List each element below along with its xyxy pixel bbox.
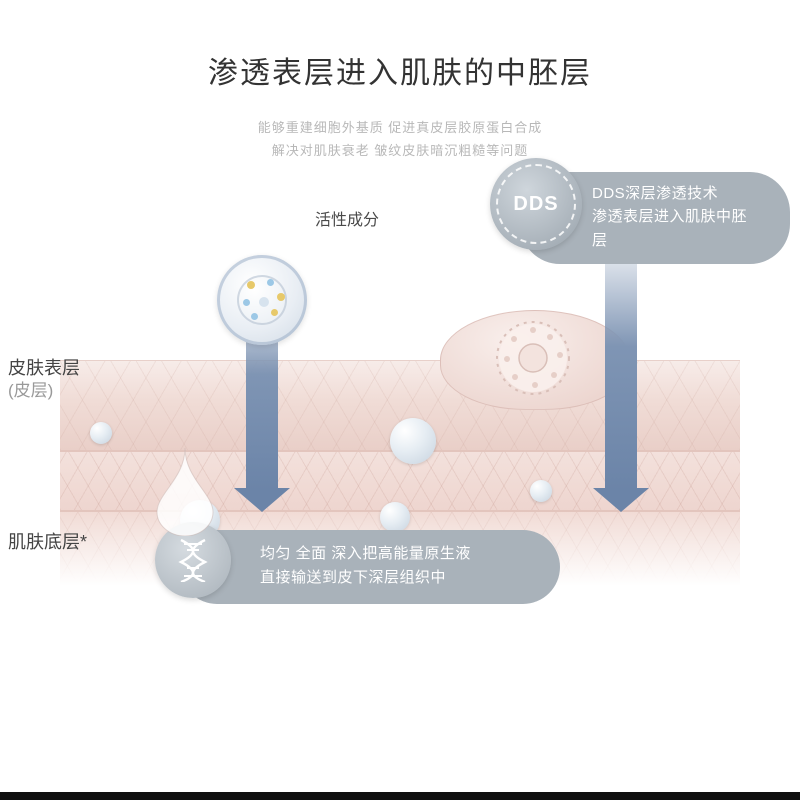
tissue-sphere xyxy=(380,502,410,532)
molecule-dot xyxy=(267,279,274,286)
tissue-sphere xyxy=(90,422,112,444)
dds-badge-icon: DDS xyxy=(490,158,582,250)
dds-line-1: DDS深层渗透技术 xyxy=(592,182,762,205)
dna-helix-icon xyxy=(173,538,213,582)
molecule-dot xyxy=(277,293,285,301)
deep-layer-label-text: 肌肤底层* xyxy=(8,530,87,554)
molecule-dot xyxy=(243,299,250,306)
tissue-sphere xyxy=(530,480,552,502)
surface-layer-label-main: 皮肤表层 xyxy=(8,356,80,380)
bottom-border-bar xyxy=(0,792,800,800)
bottom-callout-line-1: 均匀 全面 深入把高能量原生液 xyxy=(260,542,530,566)
molecule-dot xyxy=(259,297,269,307)
dds-line-2: 渗透表层进入肌肤中胚层 xyxy=(592,205,762,252)
bottom-callout-line-2: 直接输送到皮下深层组织中 xyxy=(260,566,530,590)
surface-layer-label: 皮肤表层 (皮层) xyxy=(8,356,80,403)
skin-diagram: 活性成分 DDS深层渗透技术 渗透表层进入肌肤中胚层 DDS 皮肤表层 (皮层)… xyxy=(60,200,740,700)
molecule-dot xyxy=(247,281,255,289)
molecule-dot xyxy=(271,309,278,316)
subtitle-line-2: 解决对肌肤衰老 皱纹皮肤暗沉粗糙等问题 xyxy=(0,139,800,162)
page-subtitle: 能够重建细胞外基质 促进真皮层胶原蛋白合成 解决对肌肤衰老 皱纹皮肤暗沉粗糙等问… xyxy=(0,116,800,163)
tissue-sphere xyxy=(390,418,436,464)
page-title: 渗透表层进入肌肤的中胚层 xyxy=(0,0,800,92)
dds-badge-text: DDS xyxy=(513,193,558,216)
deep-layer-label: 肌肤底层* xyxy=(8,530,87,554)
droplet-icon xyxy=(155,448,215,536)
surface-layer-label-sub: (皮层) xyxy=(8,380,80,403)
active-molecule-icon xyxy=(217,255,307,345)
active-ingredient-label: 活性成分 xyxy=(315,206,379,230)
bottom-callout-pill: 均匀 全面 深入把高能量原生液 直接输送到皮下深层组织中 xyxy=(180,530,560,604)
molecule-dot xyxy=(251,313,258,320)
penetration-arrow-right xyxy=(605,230,637,490)
dotted-cell-icon xyxy=(490,315,576,401)
subtitle-line-1: 能够重建细胞外基质 促进真皮层胶原蛋白合成 xyxy=(0,116,800,139)
